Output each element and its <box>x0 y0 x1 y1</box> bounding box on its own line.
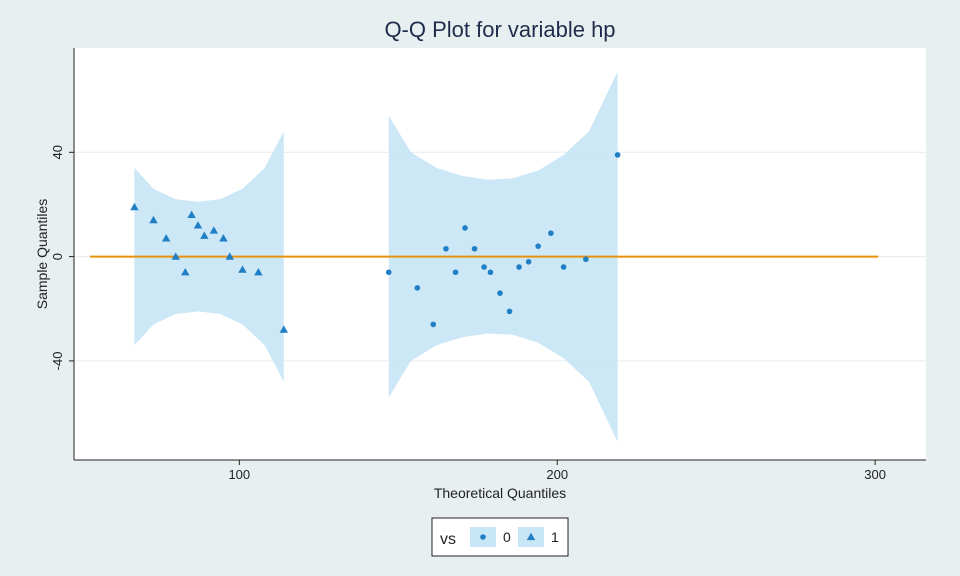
legend-label-vs-0: 0 <box>503 529 511 545</box>
legend-title: vs <box>440 531 456 548</box>
point-vs-0 <box>548 230 554 236</box>
point-vs-0 <box>560 264 567 270</box>
point-vs-0 <box>452 269 459 276</box>
point-vs-0 <box>583 256 589 263</box>
y-tick-label: 40 <box>50 145 65 159</box>
legend-marker-triangle <box>526 532 536 541</box>
point-vs-1 <box>238 265 247 273</box>
x-axis-title: Theoretical Quantiles <box>434 485 566 501</box>
legend-box <box>431 517 569 557</box>
point-vs-0 <box>462 225 468 231</box>
point-vs-0 <box>430 321 437 328</box>
point-vs-0 <box>497 290 503 296</box>
legend-marker-circle <box>480 534 486 540</box>
x-tick-label: 200 <box>546 467 568 482</box>
point-vs-0 <box>506 308 513 315</box>
point-vs-1 <box>193 221 203 229</box>
point-vs-1 <box>130 202 139 211</box>
point-vs-0 <box>525 259 532 265</box>
x-tick-label: 100 <box>228 467 250 482</box>
chart-title: Q-Q Plot for variable hp <box>384 17 615 42</box>
point-vs-0 <box>385 269 392 276</box>
y-tick-label: -40 <box>50 352 65 371</box>
point-vs-1 <box>254 268 263 276</box>
point-vs-0 <box>614 152 621 158</box>
point-vs-1 <box>200 231 209 239</box>
point-vs-1 <box>149 215 158 224</box>
point-vs-0 <box>487 269 494 276</box>
point-vs-1 <box>161 234 171 242</box>
point-vs-0 <box>535 243 541 249</box>
point-vs-0 <box>414 285 421 291</box>
point-vs-1 <box>209 226 219 234</box>
point-vs-1 <box>219 234 228 242</box>
y-axis-title: Sample Quantiles <box>34 199 50 310</box>
point-vs-0 <box>481 264 487 270</box>
point-vs-0 <box>471 245 478 252</box>
point-vs-1 <box>225 252 234 260</box>
point-vs-1 <box>171 252 180 260</box>
point-vs-1 <box>181 268 190 276</box>
data-points <box>130 152 621 333</box>
legend-label-vs-1: 1 <box>551 529 559 545</box>
point-vs-1 <box>279 325 289 333</box>
legend: vs 0 1 <box>431 517 569 557</box>
y-tick-label: 0 <box>50 253 65 260</box>
point-vs-0 <box>443 245 449 252</box>
x-tick-label: 300 <box>864 467 886 482</box>
point-vs-1 <box>187 210 196 219</box>
point-vs-0 <box>516 264 522 270</box>
axes: 100 200 300 -40 0 40 <box>50 48 926 482</box>
